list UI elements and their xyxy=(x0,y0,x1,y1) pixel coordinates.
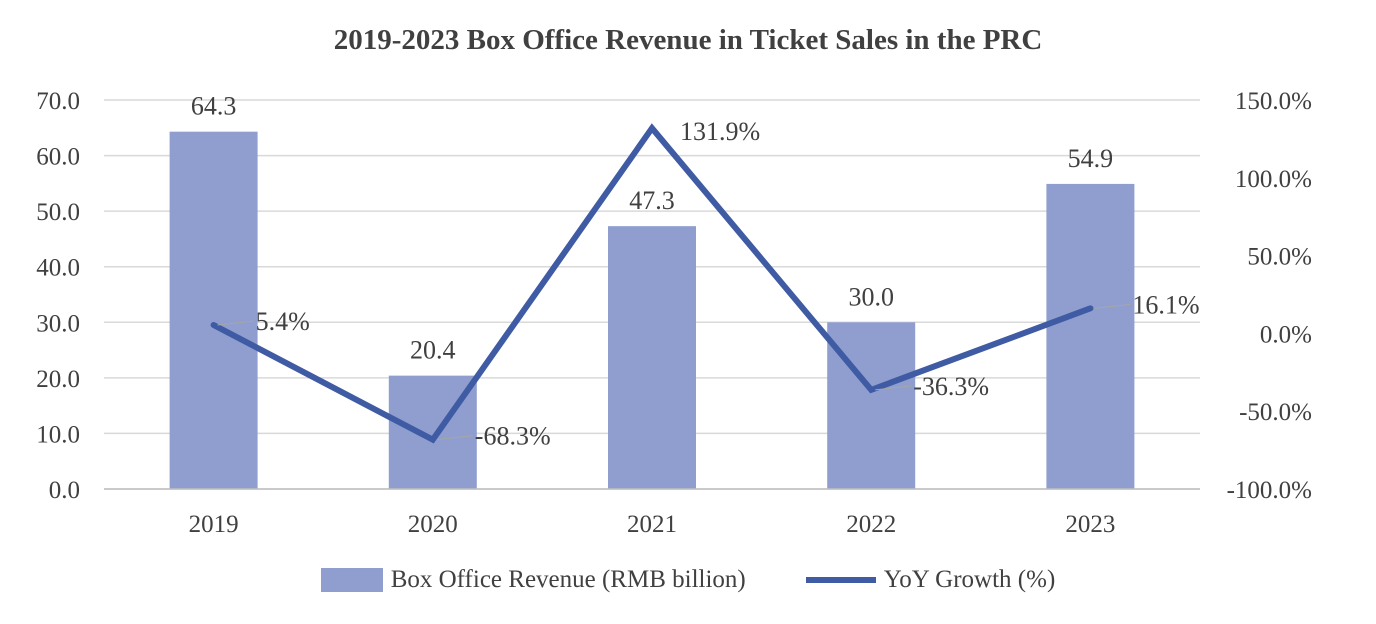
data-labels: 64.3 20.4 47.3 30.0 54.9 5.4% -68.3% 131.9% -36.… xyxy=(191,92,1200,451)
leader-line xyxy=(875,385,912,391)
legend-swatch-line xyxy=(805,577,876,583)
bar-data-label: 20.4 xyxy=(410,336,456,365)
line-point xyxy=(870,389,872,391)
y-left-tick-label: 30.0 xyxy=(36,310,80,337)
y-axis-right: -100.0% -50.0% 0.0% 50.0% 100.0% 150.0% xyxy=(1227,88,1312,504)
line-data-label: 5.4% xyxy=(256,307,310,336)
y-right-tick-label: 50.0% xyxy=(1247,244,1312,271)
y-right-tick-label: -100.0% xyxy=(1227,477,1312,504)
y-left-tick-label: 40.0 xyxy=(36,255,80,282)
line-data-label: 131.9% xyxy=(680,117,760,146)
y-left-tick-label: 60.0 xyxy=(36,144,80,171)
line-point xyxy=(213,324,215,326)
line-point xyxy=(432,439,434,441)
line-data-label: 16.1% xyxy=(1132,290,1199,319)
chart-title: 2019-2023 Box Office Revenue in Ticket S… xyxy=(333,24,1043,56)
x-axis: 2019 2020 2021 2022 2023 xyxy=(104,488,1200,538)
legend-item-growth[interactable]: YoY Growth (%) xyxy=(805,566,1056,594)
bar xyxy=(169,131,258,489)
bar-data-label: 30.0 xyxy=(848,282,894,311)
line-series xyxy=(210,123,1094,444)
chart-plot: 0.010.020.030.040.050.060.070.0 -100.0%-… xyxy=(36,88,1312,538)
y-left-tick-label: 50.0 xyxy=(36,199,80,226)
legend-swatch-bar xyxy=(320,568,383,592)
y-left-tick-label: 10.0 xyxy=(36,421,80,448)
x-tick-label: 2020 xyxy=(408,511,458,538)
y-left-tick-label: 0.0 xyxy=(49,477,80,504)
leader-line xyxy=(436,435,473,441)
line-data-label: -36.3% xyxy=(913,372,989,401)
legend: Box Office Revenue (RMB billion) YoY Gro… xyxy=(0,566,1376,594)
y-left-tick-label: 70.0 xyxy=(36,88,80,115)
bar xyxy=(827,322,916,489)
legend-item-revenue[interactable]: Box Office Revenue (RMB billion) xyxy=(320,566,746,594)
y-right-tick-label: -50.0% xyxy=(1239,399,1312,426)
x-tick-label: 2022 xyxy=(846,511,896,538)
bar-data-label: 54.9 xyxy=(1068,144,1114,173)
y-left-tick-label: 20.0 xyxy=(36,366,80,393)
y-right-tick-label: 150.0% xyxy=(1235,88,1312,115)
bar xyxy=(608,226,696,489)
x-tick-label: 2021 xyxy=(627,511,677,538)
leader-line xyxy=(1094,303,1131,309)
y-right-tick-label: 0.0% xyxy=(1260,321,1312,348)
bar xyxy=(1046,183,1135,490)
line-point xyxy=(651,127,653,129)
line-data-label: -68.3% xyxy=(475,422,551,451)
bar-data-label: 64.3 xyxy=(191,92,237,121)
x-tick-label: 2023 xyxy=(1065,511,1115,538)
bar-data-label: 47.3 xyxy=(629,186,675,215)
bar-series xyxy=(169,131,1135,490)
x-tick-label: 2019 xyxy=(189,511,239,538)
line-point xyxy=(1089,307,1091,309)
leader-line xyxy=(217,320,254,326)
legend-label-revenue: Box Office Revenue (RMB billion) xyxy=(390,566,746,593)
y-axis-left: 0.0 10.0 20.0 30.0 40.0 50.0 60.0 70.0 xyxy=(36,88,80,504)
y-right-tick-label: 100.0% xyxy=(1235,166,1312,193)
legend-label-growth: YoY Growth (%) xyxy=(883,566,1056,593)
